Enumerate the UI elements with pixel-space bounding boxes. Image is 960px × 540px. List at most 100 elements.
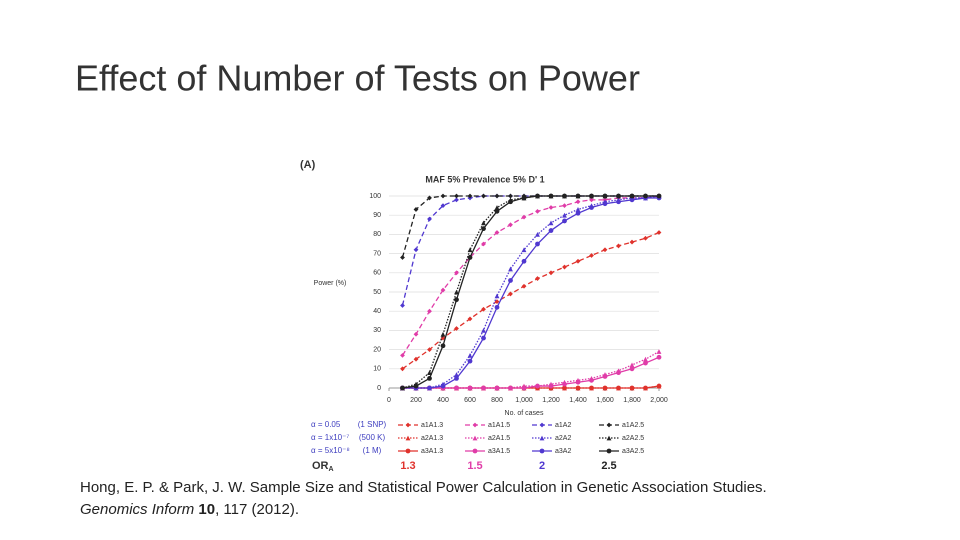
data-point: [562, 218, 567, 224]
y-tick-label: 90: [373, 212, 381, 219]
data-point: [656, 349, 662, 354]
data-point: [575, 193, 581, 199]
data-point: [521, 195, 527, 201]
legend-marker: [606, 448, 612, 454]
data-point: [467, 193, 473, 199]
data-point: [535, 232, 540, 237]
legend-marker: [405, 435, 411, 441]
data-point: [535, 383, 540, 389]
data-point: [413, 356, 419, 362]
data-point: [400, 303, 405, 308]
data-point: [508, 385, 513, 391]
data-point: [616, 193, 621, 199]
data-point: [589, 253, 594, 258]
data-point: [494, 304, 500, 310]
data-point: [562, 212, 567, 218]
legend-label: a2A1.3: [421, 435, 443, 442]
data-point: [562, 381, 567, 387]
data-point: [629, 362, 635, 368]
legend-label: a1A1.5: [488, 422, 510, 429]
data-point: [643, 385, 648, 391]
data-point: [427, 195, 432, 201]
data-point: [508, 266, 513, 272]
data-point: [494, 230, 500, 235]
y-tick-label: 70: [373, 250, 381, 257]
citation: Genomics Inform 10, 117 (2012).: [80, 501, 299, 518]
data-point: [508, 278, 513, 283]
legend-marker: [472, 435, 478, 441]
data-point: [656, 193, 662, 199]
or-value: 2.5: [601, 460, 616, 472]
data-point: [427, 376, 432, 381]
data-point: [535, 241, 540, 247]
data-point: [400, 366, 405, 372]
y-tick-label: 50: [373, 289, 381, 296]
data-point: [575, 207, 581, 212]
data-point: [629, 239, 635, 245]
legend-marker: [539, 435, 545, 441]
alpha-label: α = 1x10⁻⁷: [311, 433, 349, 442]
data-point: [548, 270, 554, 276]
data-point: [494, 205, 500, 210]
or-value: 1.3: [400, 460, 415, 472]
volume: 10: [198, 501, 215, 518]
data-point: [562, 193, 567, 199]
data-point: [427, 385, 432, 391]
data-point: [508, 199, 513, 205]
data-point: [548, 193, 554, 199]
tests-label: (500 K): [359, 433, 386, 442]
data-point: [494, 293, 500, 299]
data-point: [643, 360, 648, 366]
data-point: [589, 385, 594, 391]
data-point: [616, 385, 621, 391]
journal: Genomics Inform: [80, 501, 194, 518]
data-point: [467, 385, 473, 391]
y-tick-label: 40: [373, 308, 381, 315]
data-point: [589, 377, 594, 383]
legend-marker: [405, 422, 411, 428]
data-point: [467, 352, 473, 358]
legend-label: a3A1.5: [488, 448, 510, 455]
legend-marker: [606, 422, 612, 428]
data-point: [575, 385, 581, 391]
legend-marker: [472, 448, 478, 454]
y-tick-label: 30: [373, 327, 381, 334]
data-point: [562, 264, 567, 270]
data-point: [562, 385, 567, 391]
data-point: [440, 383, 446, 389]
data-point: [467, 255, 473, 260]
legend-label: a3A1.3: [421, 448, 443, 455]
data-point: [481, 226, 486, 232]
data-point: [521, 258, 527, 264]
data-point: [427, 347, 432, 352]
data-point: [454, 297, 459, 303]
data-point: [602, 374, 608, 379]
data-point: [521, 214, 527, 220]
data-point: [575, 379, 581, 385]
data-point: [535, 193, 540, 199]
data-point: [400, 255, 405, 260]
data-point: [481, 306, 486, 312]
legend-label: a1A1.3: [421, 422, 443, 429]
data-point: [440, 343, 446, 349]
y-axis-label: Power (%): [314, 280, 347, 287]
data-point: [616, 199, 621, 205]
x-tick-label: 1,000: [515, 397, 533, 404]
data-point: [656, 383, 662, 389]
alpha-label: α = 0.05: [311, 420, 341, 429]
data-point: [454, 326, 459, 331]
data-point: [562, 203, 567, 208]
data-point: [454, 376, 459, 381]
data-point: [508, 193, 513, 199]
x-tick-label: 0: [387, 397, 391, 404]
data-point: [481, 220, 486, 226]
legend-label: a2A2: [555, 435, 571, 442]
data-point: [589, 197, 594, 203]
tests-label: (1 SNP): [358, 420, 387, 429]
data-point: [454, 372, 459, 377]
y-tick-label: 100: [369, 193, 381, 200]
data-point: [494, 208, 500, 214]
x-tick-label: 2,000: [650, 397, 668, 404]
data-point: [454, 289, 459, 295]
